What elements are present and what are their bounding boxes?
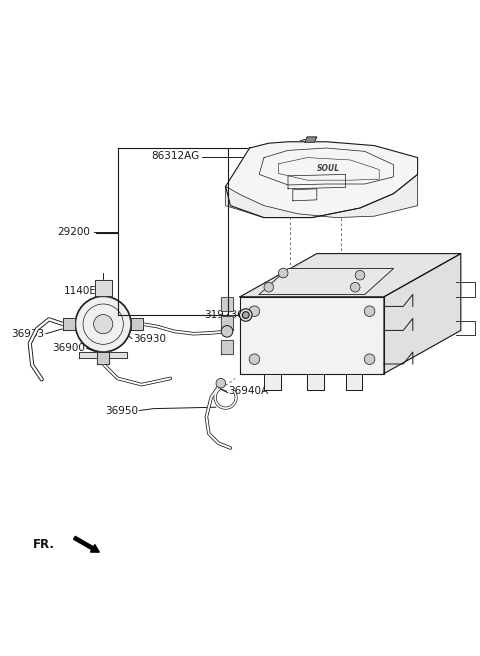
Circle shape: [249, 354, 260, 365]
Text: 36930: 36930: [133, 333, 167, 344]
Circle shape: [221, 325, 233, 337]
Polygon shape: [226, 142, 418, 218]
Polygon shape: [240, 254, 461, 297]
Polygon shape: [131, 318, 143, 330]
Circle shape: [240, 309, 252, 321]
Circle shape: [242, 312, 249, 318]
Circle shape: [216, 379, 226, 388]
Circle shape: [350, 282, 360, 292]
FancyArrow shape: [73, 537, 99, 552]
Polygon shape: [79, 352, 127, 358]
Polygon shape: [346, 374, 362, 390]
Polygon shape: [221, 297, 233, 311]
Polygon shape: [264, 374, 281, 390]
Polygon shape: [63, 318, 75, 330]
Polygon shape: [221, 316, 233, 331]
Text: 36900: 36900: [53, 343, 85, 353]
Text: 36950: 36950: [105, 405, 138, 415]
Text: 86312AG: 86312AG: [151, 151, 199, 161]
Text: 36933: 36933: [11, 329, 44, 338]
Polygon shape: [307, 374, 324, 390]
Text: 31923C: 31923C: [204, 310, 244, 320]
Polygon shape: [95, 279, 112, 297]
Circle shape: [364, 306, 375, 316]
Text: 29200: 29200: [58, 227, 90, 237]
Circle shape: [75, 297, 131, 352]
Circle shape: [278, 268, 288, 278]
Circle shape: [264, 282, 274, 292]
Circle shape: [364, 354, 375, 365]
Text: 36940A: 36940A: [228, 386, 269, 396]
Polygon shape: [240, 297, 384, 374]
Polygon shape: [226, 174, 418, 218]
Circle shape: [355, 270, 365, 280]
Text: FR.: FR.: [33, 539, 55, 552]
Polygon shape: [221, 340, 233, 354]
Polygon shape: [259, 268, 394, 295]
Circle shape: [249, 306, 260, 316]
Polygon shape: [305, 137, 317, 142]
Text: SOUL: SOUL: [317, 164, 340, 173]
Polygon shape: [97, 352, 109, 364]
Text: 1140EJ: 1140EJ: [64, 285, 100, 296]
Circle shape: [94, 315, 113, 334]
Polygon shape: [384, 254, 461, 374]
